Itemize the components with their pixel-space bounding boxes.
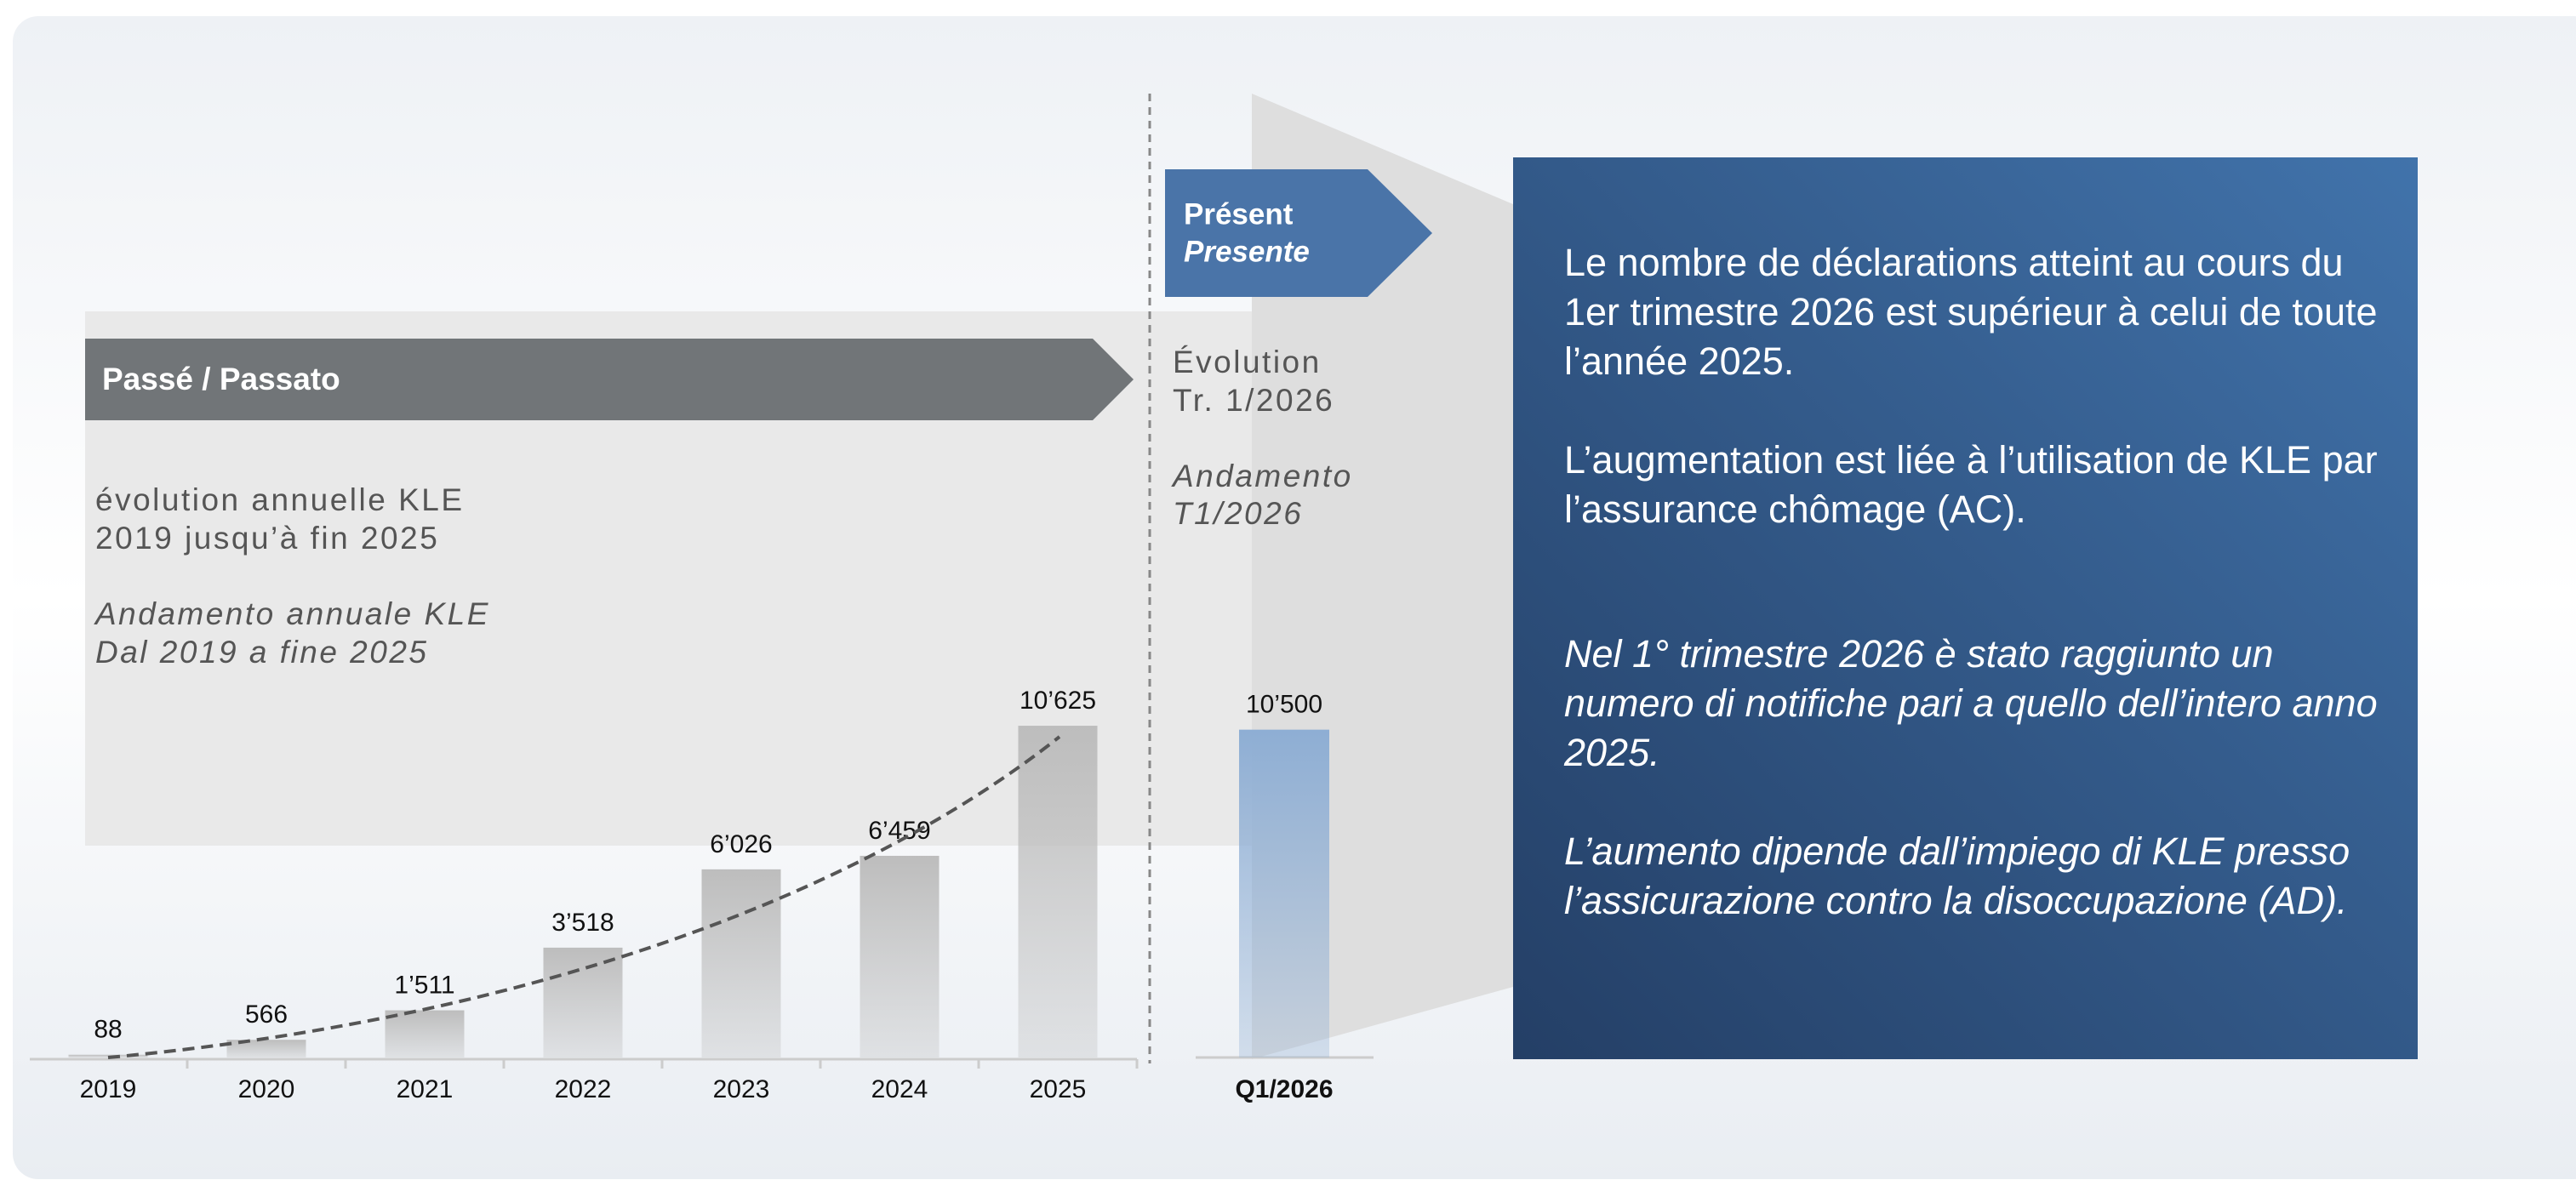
bar [1018, 726, 1098, 1057]
present-banner-label: Presente [1184, 235, 1310, 268]
x-tick-label: 2019 [80, 1075, 137, 1103]
x-tick-label: 2020 [238, 1075, 295, 1103]
value-label: 1’511 [394, 971, 454, 999]
note: 2019 jusqu’à fin 2025 [95, 521, 439, 556]
bar [1239, 729, 1329, 1057]
note: Andamento [1171, 459, 1353, 493]
value-label: 10’625 [1020, 687, 1096, 715]
present-banner-label: Présent [1184, 197, 1294, 231]
note: Évolution [1173, 345, 1322, 379]
bar [543, 947, 623, 1057]
x-tick-label: 2023 [713, 1075, 770, 1103]
value-label: 88 [94, 1016, 122, 1044]
bar [385, 1010, 465, 1057]
paragraph: Nel 1° trimestre 2026 è stato raggiunto … [1564, 632, 2378, 774]
x-tick-label: 2025 [1030, 1075, 1087, 1103]
trend-line [107, 735, 1061, 1059]
paragraph: Le nombre de déclarations atteint au cou… [1564, 241, 2378, 383]
callout-text: Le nombre de déclarations atteint au cou… [1564, 238, 2381, 975]
x-tick-label: 2021 [397, 1075, 454, 1103]
past-banner-label: Passé / Passato [102, 362, 340, 396]
bar [860, 855, 940, 1057]
note: T1/2026 [1173, 496, 1303, 531]
note: Tr. 1/2026 [1173, 383, 1334, 418]
present-banner [1165, 169, 1432, 297]
callout-box [1513, 157, 2418, 1059]
value-label: 6’026 [710, 830, 772, 858]
value-label: 3’518 [551, 909, 614, 937]
paragraph: L’augmentation est liée à l’utilisation … [1564, 438, 2378, 531]
value-label: 566 [245, 1000, 288, 1029]
value-label: 10’500 [1246, 691, 1322, 719]
x-tick-label: 2024 [871, 1075, 928, 1103]
note: évolution annuelle KLE [95, 482, 465, 517]
bar [226, 1040, 306, 1057]
x-tick-label: Q1/2026 [1235, 1075, 1333, 1103]
paragraph: L’aumento dipende dall’impiego di KLE pr… [1564, 829, 2350, 922]
past-banner [85, 339, 1134, 420]
note: Andamento annuale KLE [94, 596, 490, 631]
note: Dal 2019 a fine 2025 [95, 635, 429, 670]
x-tick-label: 2022 [555, 1075, 612, 1103]
bar [701, 869, 781, 1057]
